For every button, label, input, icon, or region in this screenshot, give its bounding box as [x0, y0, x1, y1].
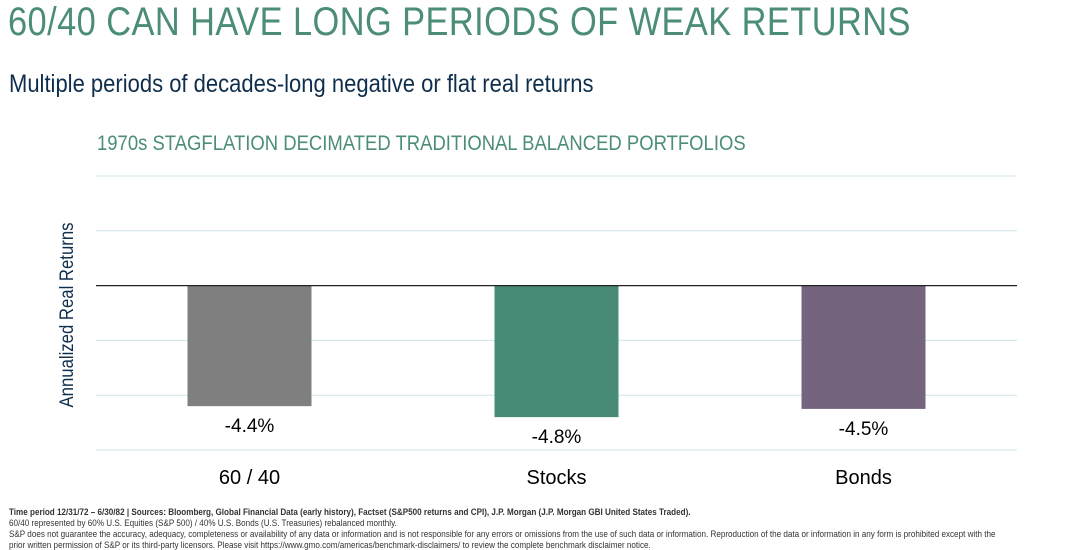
chart-title: 1970s STAGFLATION DECIMATED TRADITIONAL …: [97, 132, 746, 155]
footer-disclaimer: S&P does not guarantee the accuracy, ade…: [9, 529, 996, 539]
footer-note: 60/40 represented by 60% U.S. Equities (…: [9, 518, 397, 528]
bar-6040: [187, 285, 312, 407]
data-label: -4.8%: [532, 427, 582, 448]
footer-sources: Time period 12/31/72 – 6/30/82 | Sources…: [9, 507, 691, 517]
bar-chart: -4.4% 60 / 40 -4.8% Stocks -4.5% Bonds: [96, 175, 1017, 489]
page-title: 60/40 CAN HAVE LONG PERIODS OF WEAK RETU…: [8, 0, 911, 44]
x-tick-label: Stocks: [526, 467, 586, 489]
x-tick-label: 60 / 40: [219, 467, 280, 489]
bar-stocks: [494, 285, 619, 418]
x-tick-label: Bonds: [835, 467, 892, 489]
footer-disclaimer-2: prior written permission of S&P or its t…: [9, 540, 651, 550]
bar-bonds: [801, 285, 926, 409]
data-label: -4.5%: [839, 419, 889, 440]
data-label: -4.4%: [225, 416, 275, 437]
page-subtitle: Multiple periods of decades-long negativ…: [9, 70, 594, 98]
